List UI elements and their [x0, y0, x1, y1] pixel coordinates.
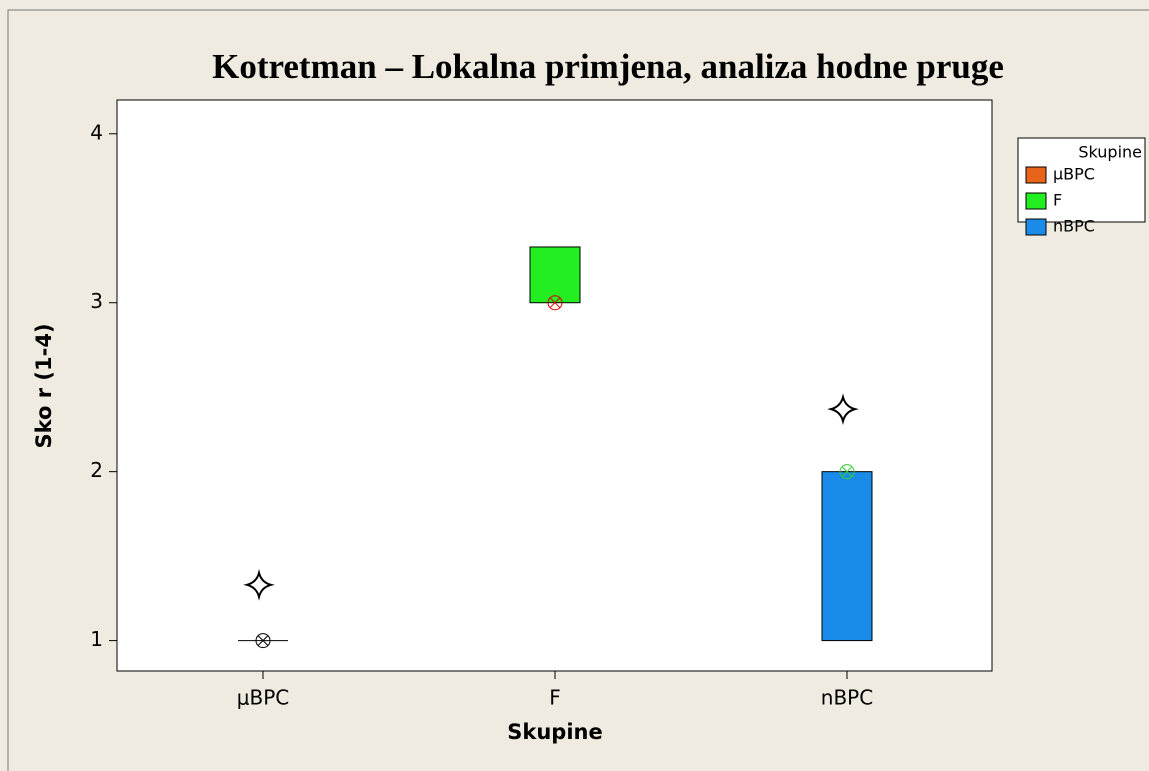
y-tick-label: 4: [90, 120, 103, 144]
median-marker: [547, 295, 563, 311]
median-marker-part: [841, 466, 853, 477]
legend-label: nBPC: [1053, 217, 1095, 236]
x-tick-label: nBPC: [821, 686, 873, 710]
median-marker-part: [257, 635, 269, 646]
legend-title: Skupine: [1078, 143, 1142, 162]
legend-label: F: [1053, 191, 1062, 210]
box: [821, 471, 873, 642]
legend-swatch: [1025, 218, 1047, 236]
y-axis-label: Sko r (1-4): [32, 323, 56, 448]
box: [529, 246, 581, 304]
mean-marker: [243, 568, 275, 601]
y-tick-label: 3: [90, 289, 103, 313]
median-marker-part: [255, 633, 271, 649]
legend-swatch: [1025, 166, 1047, 184]
frame: [7, 9, 1149, 771]
y-tick-label: 2: [90, 458, 103, 482]
median-marker: [839, 464, 855, 480]
y-tick-label: 1: [90, 627, 103, 651]
median-marker-part: [547, 295, 563, 311]
median-marker-part: [549, 297, 561, 309]
x-tick-label: F: [549, 686, 561, 710]
median-marker: [255, 633, 271, 649]
median-marker-part: [839, 464, 855, 480]
mean-marker: [827, 393, 859, 426]
x-tick-label: μBPC: [237, 686, 289, 710]
legend-label: μBPC: [1053, 165, 1095, 184]
legend-swatch: [1025, 192, 1047, 210]
x-axis-label: Skupine: [507, 720, 602, 744]
chart-title: Kotretman – Lokalna primjena, analiza ho…: [212, 47, 1004, 86]
